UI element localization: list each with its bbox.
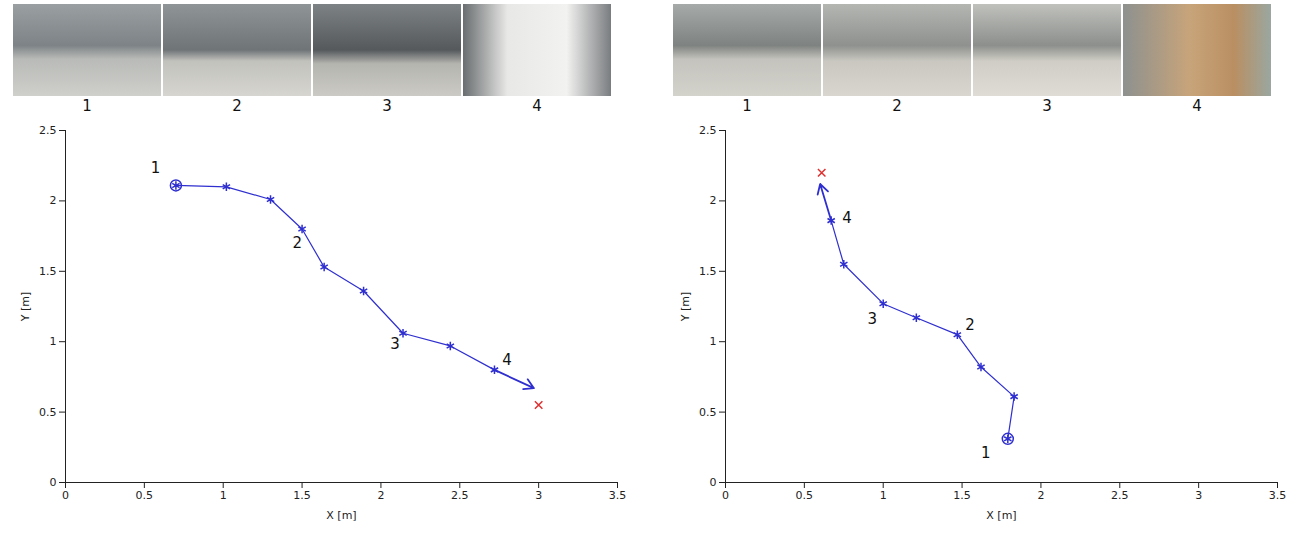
svg-text:3.5: 3.5 bbox=[609, 489, 627, 502]
svg-text:0: 0 bbox=[710, 476, 717, 489]
svg-text:3: 3 bbox=[867, 310, 877, 328]
html-text:4: 4 bbox=[1192, 97, 1202, 115]
svg-text:X [m]: X [m] bbox=[986, 509, 1016, 522]
html-text:4: 4 bbox=[532, 97, 542, 115]
svg-text:2: 2 bbox=[710, 194, 717, 207]
svg-text:1.5: 1.5 bbox=[39, 265, 57, 278]
svg-text:0: 0 bbox=[50, 476, 57, 489]
html-text:1: 1 bbox=[82, 97, 92, 115]
svg-text:3: 3 bbox=[535, 489, 542, 502]
svg-text:4: 4 bbox=[842, 209, 852, 227]
svg-text:3: 3 bbox=[390, 335, 400, 353]
svg-text:1: 1 bbox=[710, 335, 717, 348]
svg-text:2: 2 bbox=[293, 234, 303, 252]
svg-text:0.5: 0.5 bbox=[39, 406, 57, 419]
svg-text:1.5: 1.5 bbox=[293, 489, 311, 502]
html-text:3: 3 bbox=[1042, 97, 1052, 115]
svg-text:0.5: 0.5 bbox=[796, 489, 814, 502]
svg-text:X [m]: X [m] bbox=[326, 509, 356, 522]
svg-text:1: 1 bbox=[880, 489, 887, 502]
html-text:3: 3 bbox=[382, 97, 392, 115]
svg-text:0: 0 bbox=[62, 489, 69, 502]
svg-text:4: 4 bbox=[502, 351, 512, 369]
svg-text:2: 2 bbox=[965, 316, 975, 334]
svg-text:0.5: 0.5 bbox=[699, 406, 717, 419]
svg-text:1: 1 bbox=[220, 489, 227, 502]
html-text:1: 1 bbox=[742, 97, 752, 115]
svg-text:1: 1 bbox=[151, 159, 161, 177]
html-text:2: 2 bbox=[892, 97, 902, 115]
svg-text:1.5: 1.5 bbox=[699, 265, 717, 278]
svg-text:Y [m]: Y [m] bbox=[19, 292, 32, 323]
svg-text:2.5: 2.5 bbox=[699, 124, 717, 137]
svg-text:2.5: 2.5 bbox=[39, 124, 57, 137]
svg-text:2.5: 2.5 bbox=[1111, 489, 1129, 502]
svg-text:2.5: 2.5 bbox=[451, 489, 469, 502]
svg-text:1: 1 bbox=[50, 335, 57, 348]
svg-text:3: 3 bbox=[1195, 489, 1202, 502]
svg-text:2: 2 bbox=[1037, 489, 1044, 502]
svg-text:2: 2 bbox=[377, 489, 384, 502]
svg-text:3.5: 3.5 bbox=[1269, 489, 1287, 502]
html-text:2: 2 bbox=[232, 97, 242, 115]
svg-text:Y [m]: Y [m] bbox=[679, 292, 692, 323]
svg-text:1.5: 1.5 bbox=[953, 489, 971, 502]
svg-text:1: 1 bbox=[981, 444, 991, 462]
svg-text:2: 2 bbox=[50, 194, 57, 207]
svg-text:0.5: 0.5 bbox=[136, 489, 154, 502]
svg-text:0: 0 bbox=[722, 489, 729, 502]
